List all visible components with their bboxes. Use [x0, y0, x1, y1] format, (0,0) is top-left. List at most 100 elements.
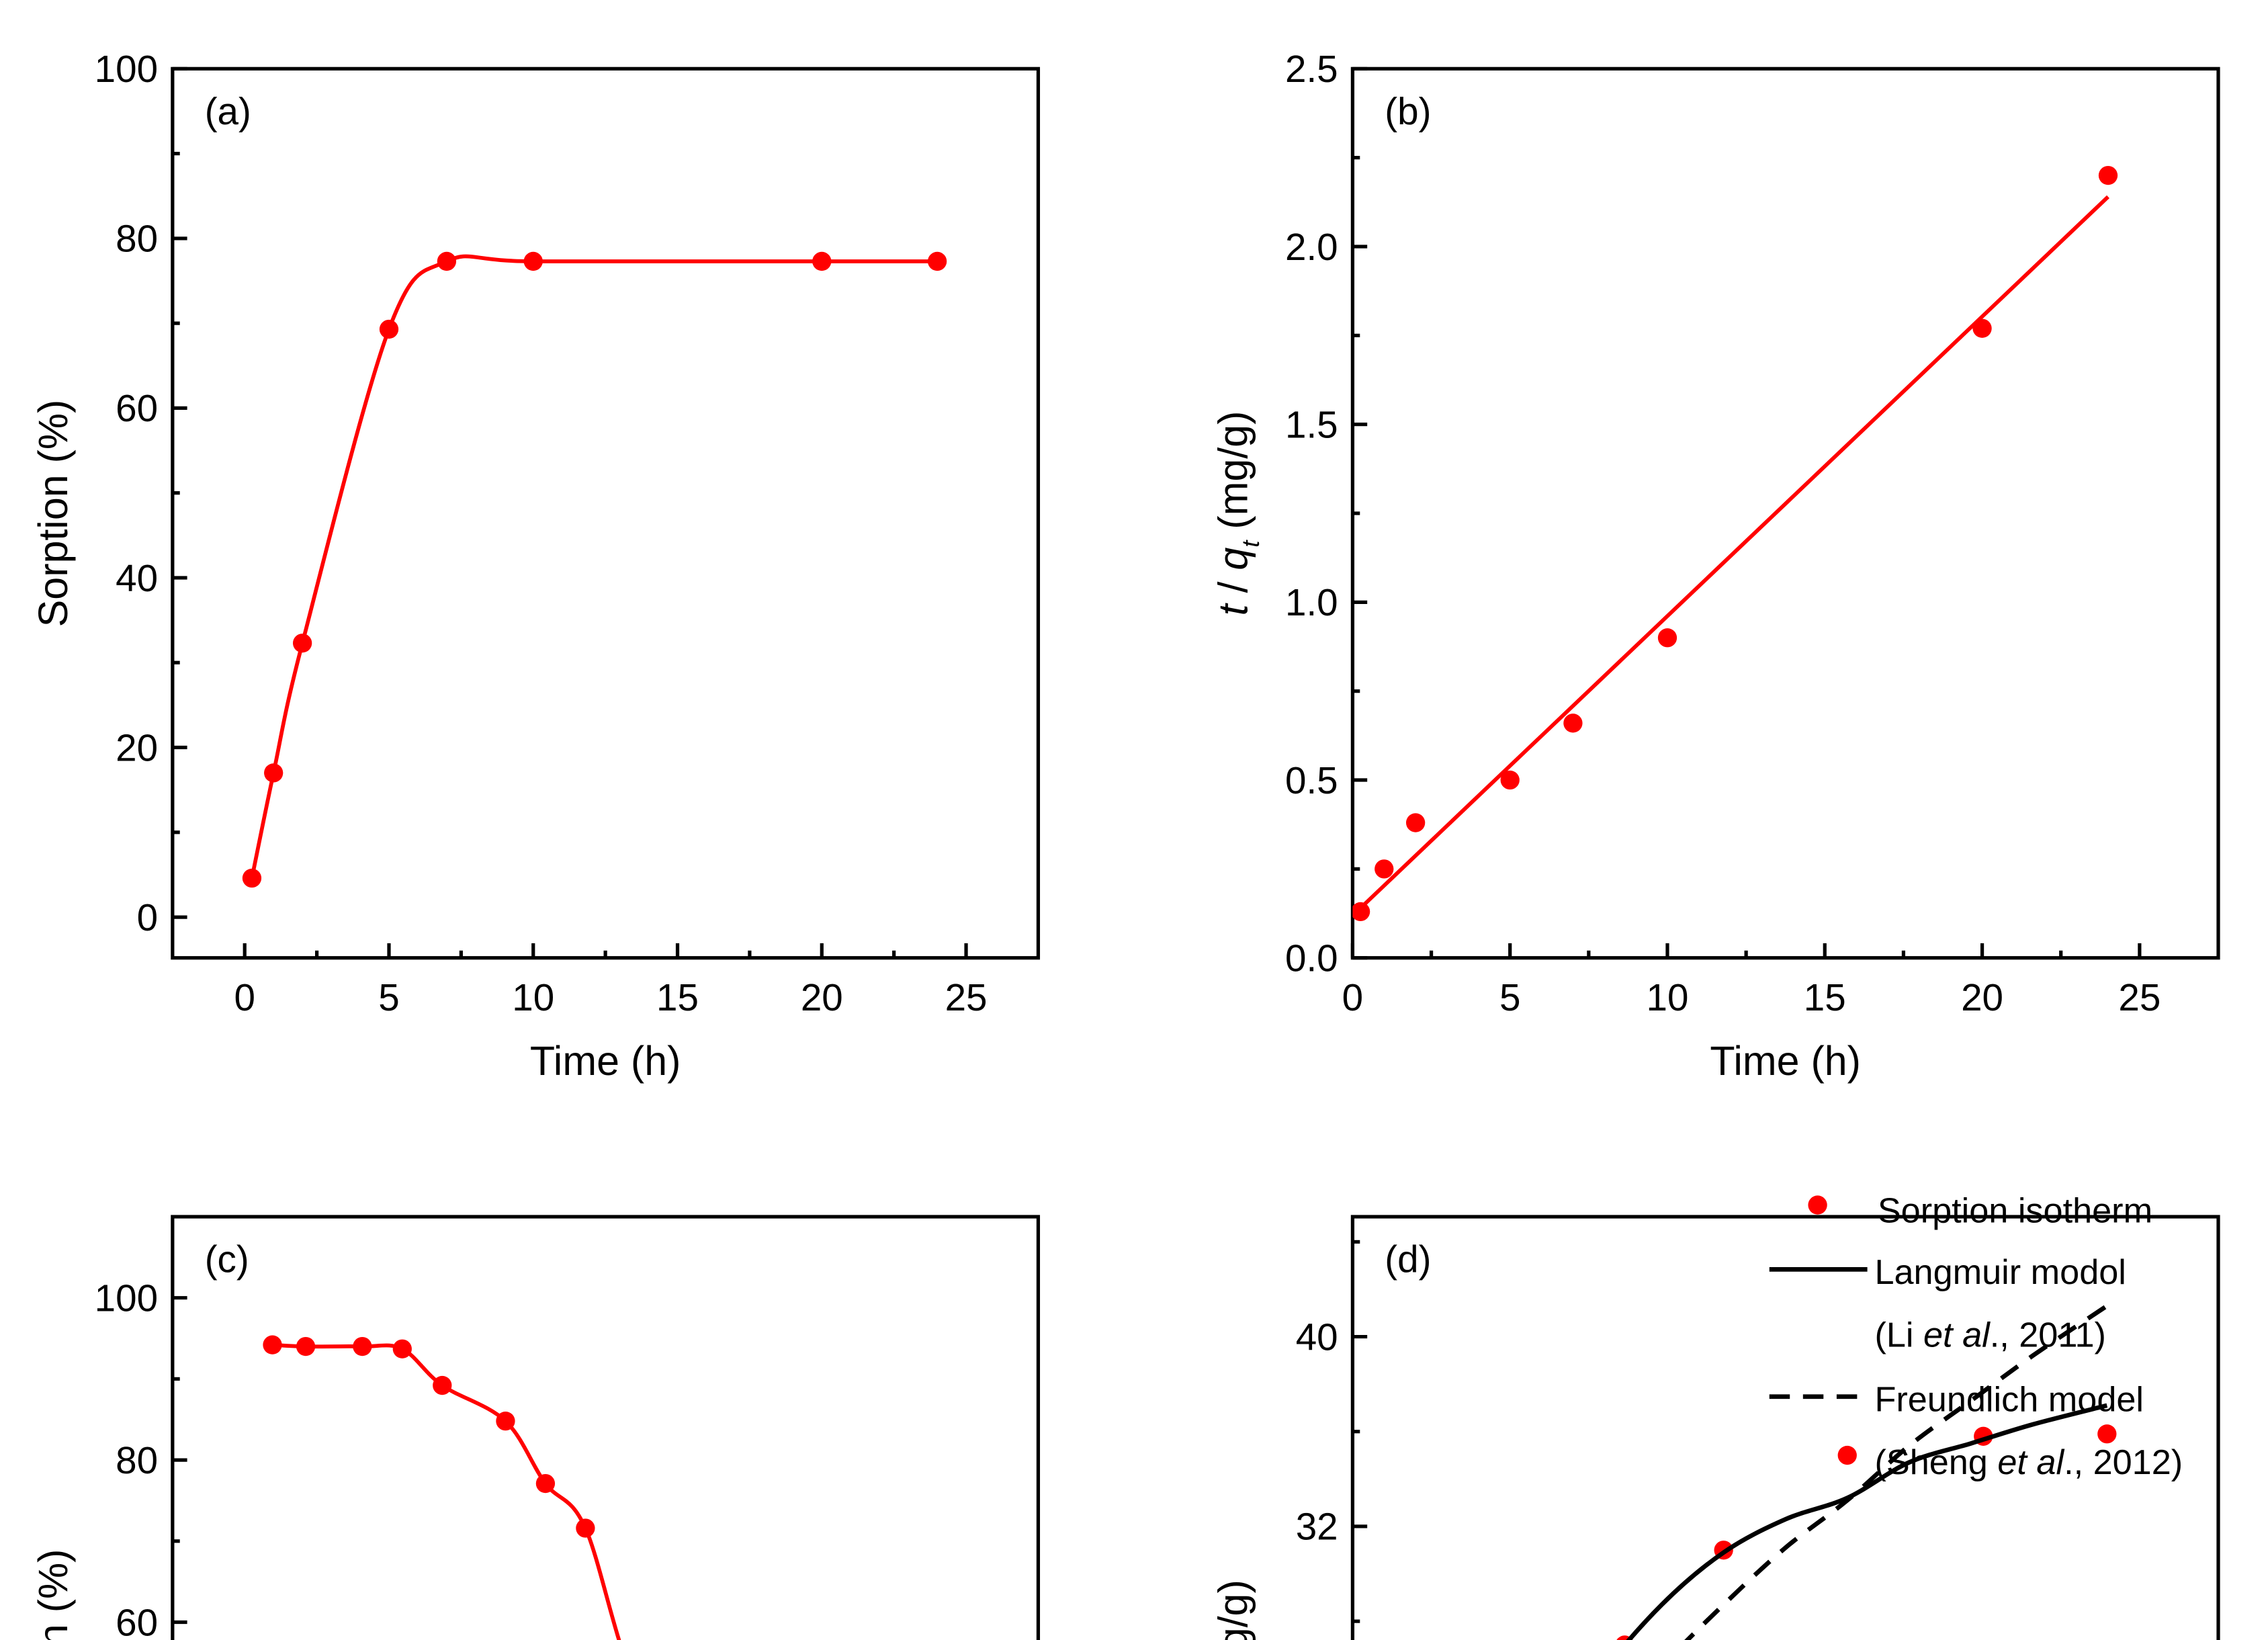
- plot-area: [242, 251, 947, 888]
- langmuir-curve: [1626, 1403, 2108, 1640]
- data-point: [379, 319, 399, 339]
- data-point: [392, 1339, 412, 1358]
- x-tick-label: 15: [656, 976, 699, 1019]
- data-point: [353, 1336, 372, 1356]
- legend-citation-author: (Sheng: [1874, 1443, 1997, 1482]
- fit-curve-sorption-vs-ph: [272, 1342, 621, 1640]
- x-tick-label: 0: [1342, 976, 1363, 1019]
- y-tick-label: 80: [116, 1439, 158, 1481]
- y-label-unit: (mg/g): [1211, 1580, 1256, 1640]
- y-label-q: q: [1211, 548, 1256, 570]
- y-label-unit: (mg/g): [1211, 411, 1256, 541]
- legend-label: (Li et al., 2011): [1874, 1316, 2105, 1355]
- x-tick-label: 10: [512, 976, 554, 1019]
- x-tick-label: 0: [234, 976, 255, 1019]
- data-point: [433, 1375, 452, 1395]
- legend-citation-etal: et al: [1997, 1443, 2064, 1482]
- data-point: [1837, 1445, 1857, 1465]
- y-label-subscript: t: [1237, 540, 1264, 548]
- x-tick-label: 20: [1961, 976, 2003, 1019]
- data-point: [576, 1518, 595, 1538]
- legend-label: (Sheng et al., 2012): [1874, 1443, 2183, 1482]
- data-point: [535, 1473, 556, 1494]
- x-axis-label: Time (h): [530, 1038, 681, 1084]
- y-tick-label: 1.0: [1285, 581, 1338, 623]
- data-point: [1405, 813, 1426, 832]
- legend-item: Freundlich model: [1769, 1380, 2144, 1419]
- plot-frame: [171, 1215, 1041, 1640]
- y-label-separator: /: [1211, 570, 1256, 605]
- panel-a: 0 20 40 60 80 100 0 5 10 15 20 25 (a) Time (h) Sorptio…: [30, 48, 1041, 1084]
- plot-frame: [171, 67, 1041, 960]
- plot-area: [1352, 165, 2118, 922]
- fit-curve-sorption: [250, 254, 938, 879]
- data-point: [1375, 859, 1394, 879]
- legend-citation-year: ., 2011): [1990, 1316, 2106, 1355]
- y-label-t: t: [1211, 602, 1256, 615]
- legend-label: Freundlich model: [1874, 1380, 2144, 1419]
- y-tick-label: 100: [95, 1277, 158, 1319]
- y-tick-label: 100: [95, 48, 158, 90]
- linear-fit-line: [1359, 195, 2109, 910]
- panel-label: (a): [205, 90, 251, 132]
- y-tick-label: 0: [137, 896, 158, 939]
- plot-frame: [1350, 67, 2220, 960]
- legend-marker-dot: [1808, 1195, 1827, 1215]
- y-tick-label: 2.0: [1285, 226, 1338, 268]
- y-tick-label: 1.5: [1285, 403, 1338, 445]
- y-tick-label: 40: [1296, 1315, 1338, 1358]
- plot-frame: [1350, 1215, 2220, 1640]
- data-point: [296, 1336, 316, 1356]
- y-tick-label: 32: [1296, 1506, 1338, 1548]
- data-point: [2098, 165, 2118, 185]
- x-tick-label: 10: [1647, 976, 1689, 1019]
- y-axis-label: Sorption (%): [30, 1549, 76, 1640]
- data-point: [1500, 770, 1520, 790]
- data-point: [437, 251, 457, 271]
- data-point: [927, 251, 947, 271]
- data-point: [812, 251, 832, 271]
- legend-citation-etal: et al: [1923, 1316, 1991, 1355]
- y-tick-label: 20: [116, 726, 158, 769]
- panel-b: 0.0 0.5 1.0 1.5 2.0 2.5 0 5 10 15 20 25 (b) Time (h) t…: [1211, 48, 2220, 1084]
- y-tick-label: 0.5: [1285, 759, 1338, 802]
- legend-item: (Li et al., 2011): [1874, 1316, 2105, 1355]
- data-point: [292, 634, 312, 653]
- data-point: [264, 763, 284, 783]
- x-tick-label: 15: [1804, 976, 1846, 1019]
- x-tick-label: 25: [2118, 976, 2161, 1019]
- y-axis-label: qe (mg/g): [1211, 1580, 1264, 1640]
- data-point: [263, 1335, 282, 1354]
- legend-item: (Sheng et al., 2012): [1874, 1443, 2183, 1482]
- panel-c: 020406080100024681012(c)pHSorption (%): [30, 1215, 1041, 1640]
- data-point: [1657, 628, 1677, 648]
- x-tick-label: 5: [1499, 976, 1520, 1019]
- x-tick-label: 20: [801, 976, 843, 1019]
- y-tick-label: 40: [116, 557, 158, 599]
- data-point: [496, 1412, 515, 1431]
- x-axis-label: Time (h): [1710, 1038, 1861, 1084]
- y-tick-label: 60: [116, 1601, 158, 1640]
- y-tick-label: 0.0: [1285, 937, 1338, 980]
- legend-item: Sorption isotherm: [1808, 1192, 2152, 1231]
- legend-item: Langmuir modol: [1769, 1253, 2126, 1292]
- y-tick-label: 2.5: [1285, 48, 1338, 90]
- legend: Sorption isotherm Langmuir modol (Li et al…: [1769, 1192, 2183, 1482]
- data-point: [1352, 902, 1370, 922]
- data-point: [242, 868, 262, 888]
- legend-citation-year: ., 2012): [2064, 1443, 2183, 1482]
- panel-label: (c): [205, 1238, 249, 1281]
- y-axis-label: Sorption (%): [30, 400, 76, 628]
- panel-d: 81624324002468101214(d)Ce (mg/L)qe (mg/g…: [1211, 1192, 2220, 1640]
- y-tick-label: 60: [116, 387, 158, 429]
- legend-citation-author: (Li: [1874, 1316, 1923, 1355]
- data-point: [2097, 1424, 2117, 1444]
- y-axis-label: t / qt (mg/g): [1211, 411, 1264, 616]
- panel-label: (b): [1385, 90, 1431, 132]
- x-tick-label: 5: [378, 976, 399, 1019]
- legend-label: Langmuir modol: [1874, 1253, 2126, 1292]
- plot-area: [263, 1335, 621, 1640]
- x-tick-label: 25: [945, 976, 988, 1019]
- plot-area: [1616, 1303, 2117, 1640]
